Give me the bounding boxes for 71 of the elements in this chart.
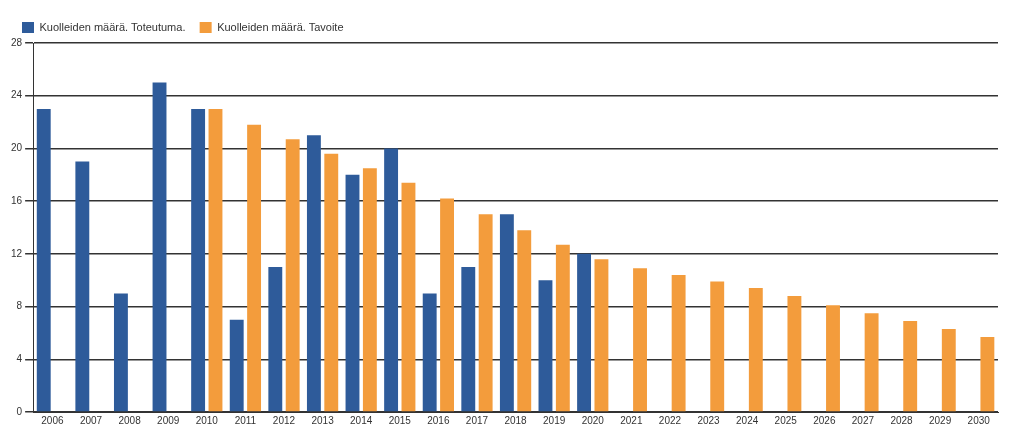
y-tick-label: 28	[11, 36, 23, 48]
bar	[422, 293, 437, 412]
bar	[577, 253, 592, 412]
x-tick-label: 2018	[504, 414, 528, 426]
x-tick-label: 2012	[272, 414, 296, 426]
bar	[499, 214, 514, 412]
bar	[710, 281, 725, 412]
bar	[748, 288, 763, 412]
bar	[75, 161, 90, 412]
x-tick-label: 2014	[350, 414, 373, 426]
bar	[384, 148, 399, 412]
bar	[594, 259, 609, 412]
x-tick-label: 2006	[41, 414, 64, 426]
bar	[268, 267, 283, 412]
bar	[633, 268, 647, 412]
y-tick-label: 12	[11, 247, 23, 259]
bar	[517, 230, 532, 412]
bar	[555, 244, 570, 412]
x-tick-label: 2025	[774, 414, 798, 426]
bar	[401, 182, 416, 412]
bar	[461, 267, 476, 412]
legend-label: Kuolleiden määrä. Toteutuma.	[39, 20, 186, 33]
x-tick-label: 2028	[890, 414, 914, 426]
x-tick-label: 2020	[581, 414, 605, 426]
x-tick-label: 2026	[813, 414, 836, 426]
x-tick-label: 2015	[388, 414, 412, 426]
x-tick-label: 2010	[195, 414, 219, 426]
y-tick-label: 8	[16, 300, 23, 312]
bar	[285, 139, 300, 412]
bar	[345, 174, 360, 412]
bar	[191, 108, 206, 412]
bar	[208, 108, 223, 412]
bar	[671, 274, 686, 412]
bar	[440, 198, 454, 412]
bar	[787, 296, 802, 412]
bar	[247, 124, 262, 412]
bar	[864, 313, 879, 412]
x-tick-label: 2027	[851, 414, 875, 426]
bar	[362, 168, 377, 412]
x-tick-label: 2008	[118, 414, 142, 426]
y-tick-label: 24	[11, 89, 23, 101]
x-tick-label: 2024	[736, 414, 759, 426]
y-tick-label: 16	[11, 194, 23, 206]
x-tick-label: 2021	[620, 414, 643, 426]
bar	[903, 321, 918, 412]
bar	[941, 328, 956, 412]
x-tick-label: 2013	[311, 414, 335, 426]
x-tick-label: 2019	[543, 414, 566, 426]
bar	[152, 82, 167, 412]
bar	[826, 305, 840, 412]
x-tick-label: 2016	[427, 414, 450, 426]
x-tick-label: 2007	[79, 414, 103, 426]
x-tick-label: 2030	[967, 414, 991, 426]
bar	[229, 319, 244, 412]
x-tick-label: 2017	[465, 414, 489, 426]
y-tick-label: 4	[16, 353, 23, 365]
x-tick-label: 2011	[234, 414, 257, 426]
bar	[478, 214, 493, 412]
bar	[306, 135, 321, 412]
bar	[113, 293, 128, 412]
y-tick-label: 20	[11, 142, 23, 154]
y-tick-label: 0	[16, 405, 23, 417]
bar	[538, 280, 553, 412]
x-tick-label: 2023	[697, 414, 721, 426]
x-tick-label: 2029	[928, 414, 952, 426]
legend-label: Kuolleiden määrä. Tavoite	[217, 20, 344, 33]
bar	[36, 108, 51, 412]
x-tick-label: 2009	[157, 414, 180, 426]
bar	[324, 153, 339, 412]
bar	[980, 336, 995, 412]
x-tick-label: 2022	[658, 414, 682, 426]
